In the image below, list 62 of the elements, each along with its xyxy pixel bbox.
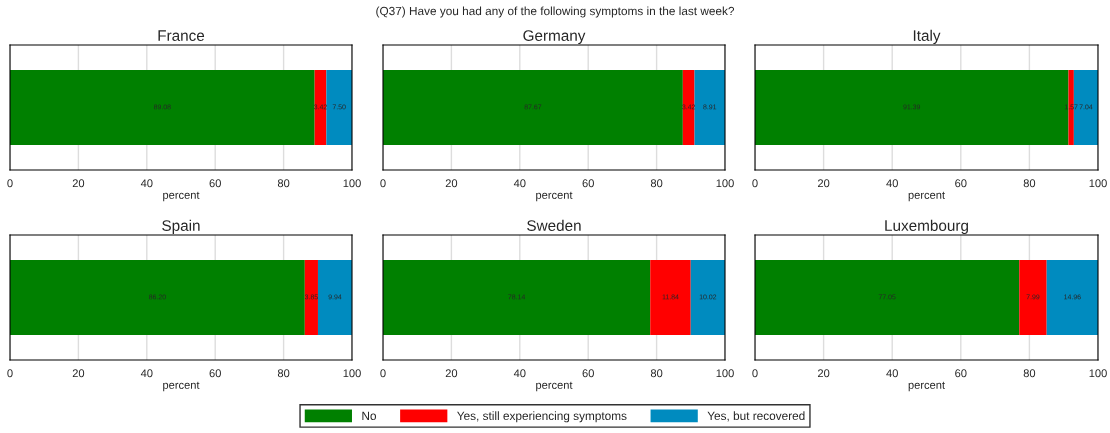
bar bbox=[1019, 260, 1047, 335]
legend-label: Yes, but recovered bbox=[707, 411, 805, 422]
x-tick-label: 20 bbox=[72, 369, 85, 378]
legend-label: No bbox=[362, 411, 377, 421]
x-tick-label: 40 bbox=[140, 179, 153, 188]
x-tick-label: 40 bbox=[886, 369, 898, 378]
bar bbox=[314, 70, 327, 145]
x-tick-label: 80 bbox=[650, 369, 663, 378]
x-axis-title: percent bbox=[908, 191, 945, 202]
chart-title: Italy bbox=[913, 29, 941, 44]
bar bbox=[690, 260, 725, 335]
x-axis-title: percent bbox=[536, 381, 573, 392]
x-axis-title: percent bbox=[536, 191, 573, 202]
text: (Q37) Have you had any of the following symptoms in the last week? bbox=[376, 6, 735, 18]
x-tick-label: 0 bbox=[752, 179, 758, 188]
chart-title: Luxembourg bbox=[885, 219, 968, 234]
x-tick-label: 0 bbox=[380, 179, 386, 188]
x-tick-label: 60 bbox=[955, 179, 967, 188]
x-tick-label: 60 bbox=[582, 179, 594, 188]
x-tick-label: 100 bbox=[1089, 179, 1107, 188]
x-tick-label: 100 bbox=[716, 179, 734, 188]
x-tick-label: 80 bbox=[277, 179, 290, 188]
x-tick-label: 0 bbox=[7, 369, 13, 378]
x-tick-label: 80 bbox=[1023, 179, 1036, 188]
x-tick-label: 60 bbox=[582, 369, 594, 378]
x-tick-label: 80 bbox=[650, 179, 663, 188]
chart-title: Germany bbox=[523, 30, 586, 44]
bar bbox=[326, 70, 352, 145]
x-tick-label: 40 bbox=[513, 179, 526, 188]
bar bbox=[682, 70, 695, 145]
x-tick-label: 0 bbox=[380, 369, 386, 378]
x-tick-label: 80 bbox=[1023, 369, 1036, 378]
bar bbox=[317, 260, 352, 335]
x-tick-label: 40 bbox=[140, 369, 153, 378]
x-tick-label: 60 bbox=[955, 369, 967, 378]
x-tick-label: 20 bbox=[817, 179, 830, 188]
x-tick-label: 0 bbox=[752, 369, 758, 378]
chart-title: France bbox=[158, 30, 205, 41]
chart-title: Sweden bbox=[527, 219, 581, 231]
x-tick-label: 40 bbox=[513, 369, 526, 378]
x-tick-label: 20 bbox=[445, 179, 458, 188]
x-tick-label: 100 bbox=[343, 369, 361, 378]
x-tick-label: 100 bbox=[1089, 369, 1107, 378]
x-tick-label: 0 bbox=[7, 179, 13, 188]
x-tick-label: 60 bbox=[209, 369, 221, 378]
bar bbox=[650, 260, 691, 335]
chart-title: Spain bbox=[162, 219, 200, 234]
x-tick-label: 20 bbox=[445, 369, 458, 378]
legend-label: Yes, still experiencing symptoms bbox=[457, 411, 627, 423]
x-tick-label: 20 bbox=[817, 369, 830, 378]
bar bbox=[1046, 260, 1098, 335]
x-tick-label: 40 bbox=[886, 179, 898, 188]
x-axis-title: percent bbox=[163, 191, 200, 202]
x-tick-label: 100 bbox=[343, 179, 361, 188]
bar bbox=[304, 260, 318, 335]
x-axis-title: percent bbox=[908, 381, 945, 392]
x-tick-label: 80 bbox=[277, 369, 290, 378]
x-axis-title: percent bbox=[163, 381, 200, 392]
x-tick-label: 60 bbox=[209, 179, 221, 188]
x-tick-label: 20 bbox=[72, 179, 85, 188]
bar bbox=[694, 70, 725, 145]
x-tick-label: 100 bbox=[716, 369, 734, 378]
